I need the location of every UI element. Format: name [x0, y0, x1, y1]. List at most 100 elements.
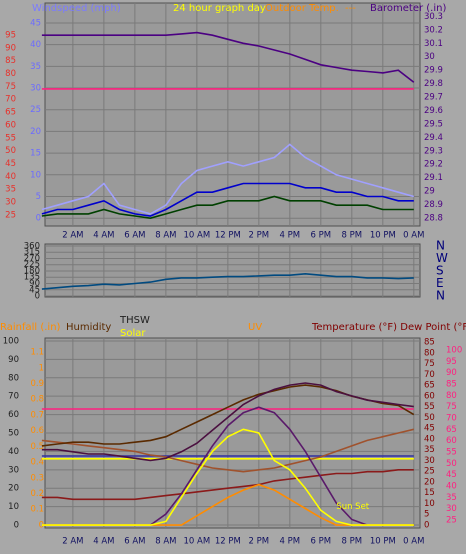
- y-tick-label: 28.8: [424, 213, 443, 223]
- y-tick-label: 85: [446, 380, 457, 390]
- axis-header: 24 hour graph day: [173, 3, 266, 14]
- y-tick-label: 29.1: [424, 173, 443, 183]
- y-tick-label: 29.3: [424, 146, 443, 156]
- y-tick-label: 0.2: [30, 489, 44, 499]
- y-tick-label: 0.5: [30, 442, 44, 452]
- y-tick-label: 100: [446, 346, 462, 356]
- y-tick-label: 35: [30, 62, 41, 72]
- y-tick-label: N: [436, 238, 445, 252]
- y-tick-label: 55: [5, 133, 16, 143]
- series-line: [41, 182, 414, 217]
- y-tick-label: 5: [36, 192, 41, 202]
- y-tick-label: 80: [5, 69, 16, 79]
- x-tick-label: 8 AM: [155, 537, 176, 547]
- y-tick-label: 30: [424, 456, 435, 466]
- y-tick-label: 100: [3, 336, 19, 346]
- y-tick-label: 0.3: [30, 473, 44, 483]
- y-tick-label: 30.1: [424, 39, 443, 49]
- x-tick-label: 6 PM: [311, 537, 332, 547]
- y-tick-label: 35: [424, 445, 435, 455]
- y-tick-label: 45: [424, 424, 435, 434]
- y-tick-label: 25: [424, 467, 435, 477]
- y-tick-label: 29.7: [424, 93, 443, 103]
- y-tick-label: 0.7: [30, 410, 44, 420]
- y-tick-label: 25: [30, 105, 41, 115]
- x-tick-label: 4 AM: [93, 231, 114, 241]
- x-tick-label: 10 AM: [184, 231, 211, 241]
- y-tick-label: 20: [30, 127, 41, 137]
- y-tick-label: 55: [424, 402, 435, 412]
- y-tick-label: 0: [35, 292, 40, 302]
- y-tick-label: 65: [446, 425, 457, 435]
- y-tick-label: 55: [446, 448, 457, 458]
- x-tick-label: 2 AM: [62, 231, 83, 241]
- y-tick-label: 0: [424, 520, 429, 530]
- y-tick-label: 90: [446, 368, 457, 378]
- series-line: [41, 272, 414, 290]
- y-tick-label: 30: [424, 52, 435, 62]
- y-tick-label: 270: [24, 254, 40, 264]
- series-line: [41, 469, 414, 501]
- y-tick-label: 90: [29, 279, 40, 289]
- y-tick-label: 29: [424, 187, 435, 197]
- y-tick-label: 0.8: [30, 395, 44, 405]
- y-tick-label: N: [436, 289, 445, 303]
- y-tick-label: 45: [30, 18, 41, 28]
- y-tick-label: 60: [8, 410, 19, 420]
- axis-header: UV: [248, 322, 262, 333]
- y-tick-label: 0: [14, 521, 19, 531]
- y-tick-label: E: [436, 276, 444, 290]
- axis-header: THSW: [119, 315, 150, 326]
- y-tick-label: 40: [5, 172, 16, 182]
- y-tick-label: 30: [446, 504, 457, 514]
- y-tick-label: 135: [24, 273, 40, 283]
- y-tick-label: 0: [39, 520, 44, 530]
- y-tick-label: 0.9: [30, 379, 44, 389]
- y-tick-label: 90: [8, 355, 19, 365]
- y-tick-label: 60: [5, 120, 16, 130]
- x-tick-label: 8 AM: [155, 231, 176, 241]
- x-tick-label: 2 AM: [62, 537, 83, 547]
- y-tick-label: 95: [446, 357, 457, 367]
- x-tick-label: 0 AM: [403, 231, 424, 241]
- x-tick-label: 10 PM: [370, 231, 396, 241]
- y-tick-label: 90: [5, 43, 16, 53]
- y-tick-label: 15: [424, 488, 435, 498]
- x-tick-label: 6 AM: [124, 231, 145, 241]
- x-tick-label: 6 AM: [124, 537, 145, 547]
- y-tick-label: 80: [446, 391, 457, 401]
- series-line: [41, 195, 414, 220]
- y-tick-label: 28.9: [424, 200, 443, 210]
- axis-header: ---: [345, 3, 356, 14]
- y-tick-label: 0: [36, 214, 41, 224]
- series-line: [41, 428, 414, 526]
- x-tick-label: 2 PM: [249, 231, 270, 241]
- y-tick-label: 15: [30, 149, 41, 159]
- y-tick-label: 10: [424, 499, 435, 509]
- y-tick-label: 29.5: [424, 119, 443, 129]
- series-line: [149, 406, 368, 526]
- y-tick-label: 225: [24, 260, 40, 270]
- y-tick-label: 70: [8, 392, 19, 402]
- x-tick-label: 4 PM: [280, 537, 301, 547]
- y-tick-label: 50: [8, 429, 19, 439]
- x-tick-label: 10 AM: [184, 537, 211, 547]
- y-tick-label: 0.1: [30, 505, 44, 515]
- series-line: [41, 428, 414, 473]
- x-tick-label: 4 AM: [93, 537, 114, 547]
- y-tick-label: 40: [30, 40, 41, 50]
- x-tick-label: 10 PM: [370, 537, 396, 547]
- y-tick-label: 65: [424, 381, 435, 391]
- x-tick-label: 12 PM: [215, 231, 241, 241]
- y-tick-label: 29.8: [424, 79, 443, 89]
- y-tick-label: 0.4: [30, 458, 44, 468]
- y-tick-label: 0.6: [30, 426, 44, 436]
- axis-header: Humidity: [66, 322, 111, 333]
- y-tick-label: 65: [5, 108, 16, 118]
- y-tick-label: 70: [424, 370, 435, 380]
- series-line: [41, 143, 415, 215]
- y-tick-label: 360: [24, 241, 40, 251]
- x-tick-label: 0 AM: [403, 537, 424, 547]
- y-tick-label: 29.2: [424, 160, 443, 170]
- y-tick-label: 70: [5, 95, 16, 105]
